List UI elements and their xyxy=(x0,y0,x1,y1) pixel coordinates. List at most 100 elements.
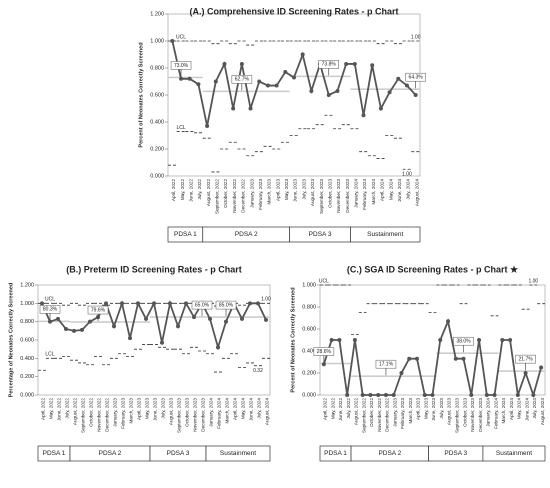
x-tick-label: July, 2023 xyxy=(161,398,166,419)
x-tick-label: May, 2024 xyxy=(517,398,522,420)
x-tick-label: December, 2022 xyxy=(385,398,390,432)
x-tick-label: August, 2023 xyxy=(447,398,452,426)
phase-label: PDSA 1 xyxy=(43,450,66,457)
x-tick-label: September, 2022 xyxy=(361,398,366,433)
x-tick-label: August, 2022 xyxy=(73,398,78,426)
proportion-point xyxy=(224,319,228,324)
x-tick-label: October, 2022 xyxy=(223,179,228,208)
proportion-point xyxy=(257,79,262,84)
y-tick-label: 0.800 xyxy=(150,65,164,71)
proportion-point xyxy=(152,301,156,306)
proportion-point xyxy=(283,70,288,75)
proportion-line xyxy=(323,318,542,398)
proportion-point xyxy=(430,393,435,397)
phase-label: PDSA 2 xyxy=(378,450,401,457)
plot-area xyxy=(167,13,421,177)
annotation: 65.0% xyxy=(195,302,210,308)
proportion-point xyxy=(345,393,350,397)
proportion-point xyxy=(335,88,340,93)
proportion-point xyxy=(168,301,172,306)
x-tick-label: June, 2024 xyxy=(249,398,254,421)
x-tick-label: March, 2024 xyxy=(371,179,376,205)
x-tick-label: March, 2023 xyxy=(408,398,413,424)
annotation: 17.1% xyxy=(379,362,394,368)
proportion-point xyxy=(414,356,419,361)
proportion-point xyxy=(370,63,375,68)
x-tick-label: June, 2023 xyxy=(431,398,436,421)
proportion-line xyxy=(171,40,417,127)
y-axis-label: Percentage of Neonates Correctly Screene… xyxy=(8,283,14,398)
x-tick-label: August, 2024 xyxy=(265,398,270,426)
proportion-point xyxy=(523,371,528,375)
phase-label: Sustainment xyxy=(496,450,532,457)
phase-label: Sustainment xyxy=(367,231,403,238)
phase-label: PDSA 1 xyxy=(174,231,197,238)
x-tick-label: March, 2023 xyxy=(129,398,134,424)
y-tick-label: 0.600 xyxy=(302,326,316,332)
x-tick-label: April, 2023 xyxy=(137,398,142,420)
proportion-point xyxy=(40,301,44,306)
x-tick-label: October, 2022 xyxy=(369,398,374,427)
proportion-point xyxy=(176,324,180,329)
proportion-point xyxy=(179,76,184,81)
proportion-point xyxy=(120,301,124,306)
proportion-point xyxy=(337,338,342,342)
x-tick-label: October, 2023 xyxy=(462,398,467,427)
proportion-point xyxy=(56,316,60,321)
chart-title: (C.) SGA ID Screening Rates - p Chart ★ xyxy=(347,264,519,274)
phase-label: PDSA 3 xyxy=(309,231,332,238)
x-tick-label: April, 2023 xyxy=(275,179,280,201)
annotation: 62.7% xyxy=(235,77,250,83)
x-tick-label: June, 2022 xyxy=(188,179,193,202)
phase-box xyxy=(482,445,546,462)
proportion-line xyxy=(41,299,267,351)
proportion-point xyxy=(88,319,92,324)
proportion-point xyxy=(300,52,305,57)
annotation: 73.0% xyxy=(174,63,189,69)
x-tick-label: March, 2024 xyxy=(225,398,230,424)
x-tick-label: August, 2024 xyxy=(414,179,419,207)
proportion-point xyxy=(352,61,357,66)
phase-label: PDSA 2 xyxy=(99,450,122,457)
y-tick-label: 1.200 xyxy=(150,11,164,17)
annotation: LCL xyxy=(176,125,185,131)
x-tick-label: February, 2024 xyxy=(362,179,367,210)
x-tick-label: February, 2024 xyxy=(217,398,222,429)
proportion-point xyxy=(453,356,458,361)
x-tick-label: March, 2024 xyxy=(501,398,506,424)
proportion-point xyxy=(160,340,164,345)
proportion-point xyxy=(239,61,244,66)
y-tick-label: 0.200 xyxy=(20,374,34,380)
x-tick-label: April, 2024 xyxy=(509,398,514,420)
annotation: 28.6% xyxy=(317,349,332,355)
x-tick-label: July, 2024 xyxy=(257,398,262,419)
x-tick-label: July, 2022 xyxy=(346,398,351,419)
proportion-point xyxy=(205,124,210,129)
proportion-point xyxy=(461,356,466,361)
proportion-point xyxy=(274,83,279,88)
x-tick-label: April, 2023 xyxy=(416,398,421,420)
x-tick-label: December, 2023 xyxy=(345,179,350,213)
annotation: 85.0% xyxy=(219,302,234,308)
x-tick-label: September, 2023 xyxy=(454,398,459,433)
proportion-point xyxy=(231,106,236,111)
y-tick-label: 0.000 xyxy=(150,173,164,179)
x-tick-label: January, 2023 xyxy=(392,398,397,427)
proportion-point xyxy=(309,88,314,93)
x-tick-label: July, 2023 xyxy=(439,398,444,419)
proportion-point xyxy=(404,83,409,88)
annotation: 1.00 xyxy=(411,34,421,40)
x-tick-label: August, 2023 xyxy=(310,179,315,207)
proportion-point xyxy=(378,106,383,111)
x-tick-label: May, 2022 xyxy=(330,398,335,420)
x-tick-label: January, 2024 xyxy=(354,179,359,208)
annotation-box xyxy=(318,60,340,69)
proportion-point xyxy=(222,61,227,66)
y-tick-label: 0.000 xyxy=(20,392,34,398)
y-tick-label: 1.200 xyxy=(20,282,34,288)
proportion-point xyxy=(387,90,392,95)
x-tick-label: October, 2023 xyxy=(185,398,190,427)
annotation: 73.8% xyxy=(322,62,337,68)
proportion-point xyxy=(438,338,443,342)
x-tick-label: February, 2023 xyxy=(400,398,405,429)
